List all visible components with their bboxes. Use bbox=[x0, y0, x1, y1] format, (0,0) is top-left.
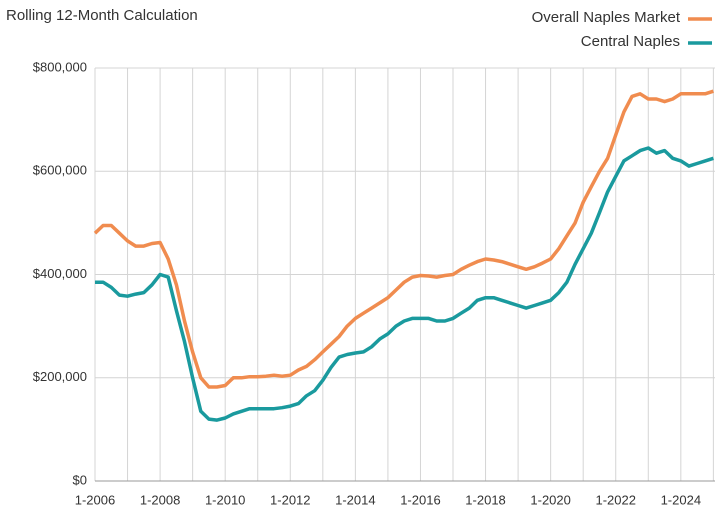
x-tick-label: 1-2010 bbox=[205, 492, 245, 507]
legend-label: Overall Naples Market bbox=[532, 9, 681, 26]
y-tick-label: $0 bbox=[73, 472, 87, 487]
x-tick-label: 1-2022 bbox=[595, 492, 635, 507]
y-tick-label: $400,000 bbox=[33, 266, 87, 281]
y-tick-label: $200,000 bbox=[33, 369, 87, 384]
x-tick-label: 1-2020 bbox=[530, 492, 570, 507]
x-tick-label: 1-2012 bbox=[270, 492, 310, 507]
y-tick-label: $600,000 bbox=[33, 163, 87, 178]
x-tick-label: 1-2014 bbox=[335, 492, 375, 507]
chart-subtitle: Rolling 12-Month Calculation bbox=[6, 7, 198, 24]
y-tick-label: $800,000 bbox=[33, 59, 87, 74]
x-tick-label: 1-2016 bbox=[400, 492, 440, 507]
x-tick-label: 1-2024 bbox=[661, 492, 701, 507]
line-series bbox=[95, 146, 714, 422]
x-tick-label: 1-2006 bbox=[75, 492, 115, 507]
x-tick-label: 1-2008 bbox=[140, 492, 180, 507]
legend-label: Central Naples bbox=[581, 33, 680, 50]
x-tick-label: 1-2018 bbox=[465, 492, 505, 507]
line-series bbox=[93, 89, 714, 389]
